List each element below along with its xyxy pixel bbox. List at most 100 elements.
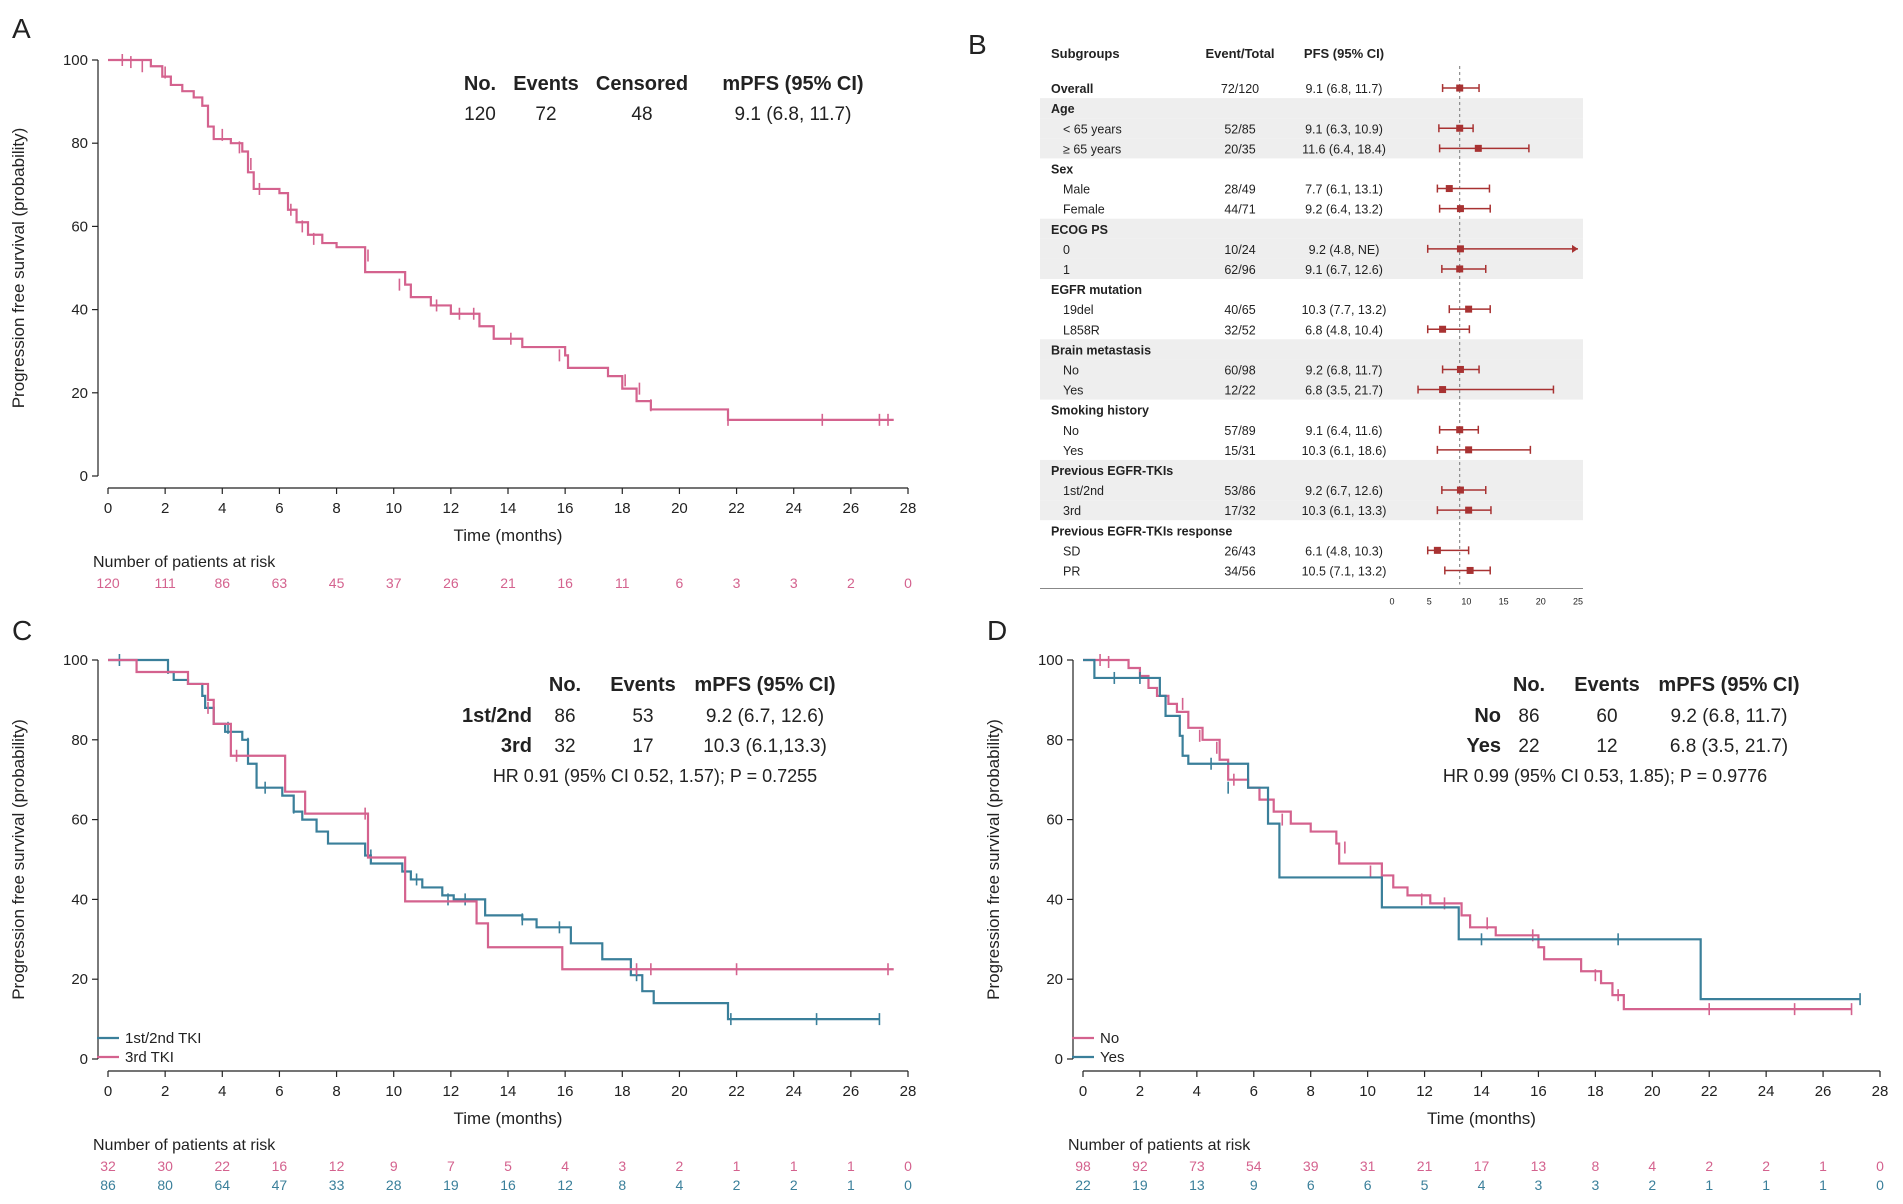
pfs-ci-value: 9.2 (6.7, 12.6) bbox=[1305, 484, 1383, 498]
subgroup-header: Smoking history bbox=[1051, 404, 1149, 418]
risk-value: 5 bbox=[504, 1158, 512, 1174]
hazard-ratio-text: HR 0.99 (95% CI 0.53, 1.85); P = 0.9776 bbox=[1443, 766, 1767, 786]
risk-value: 0 bbox=[904, 575, 912, 591]
row-shade bbox=[1040, 118, 1583, 139]
pfs-ci-value: 9.1 (6.4, 11.6) bbox=[1306, 424, 1383, 438]
risk-value: 120 bbox=[96, 575, 120, 591]
subgroup-label: PR bbox=[1063, 564, 1080, 578]
row-shade bbox=[1040, 98, 1583, 119]
point-estimate bbox=[1456, 365, 1464, 373]
risk-value: 22 bbox=[1075, 1177, 1091, 1193]
subgroup-header: Overall bbox=[1051, 82, 1093, 96]
event-total-value: 20/35 bbox=[1224, 142, 1255, 156]
risk-value: 3 bbox=[1535, 1177, 1543, 1193]
pfs-ci-value: 10.5 (7.1, 13.2) bbox=[1302, 564, 1387, 578]
risk-value: 1 bbox=[847, 1177, 855, 1193]
x-tick-label: 16 bbox=[557, 1083, 574, 1100]
risk-value: 86 bbox=[214, 575, 230, 591]
x-tick-label: 8 bbox=[332, 500, 340, 517]
stats-value: 6.8 (3.5, 21.7) bbox=[1670, 736, 1788, 757]
stats-row-label: 1st/2nd bbox=[462, 705, 532, 727]
stats-value: 86 bbox=[1518, 706, 1539, 727]
point-estimate bbox=[1439, 386, 1447, 394]
row-shade bbox=[1040, 459, 1583, 480]
risk-value: 31 bbox=[1360, 1158, 1376, 1174]
panel-letter: A bbox=[12, 13, 31, 44]
x-tick-label: 6 bbox=[275, 1083, 283, 1100]
y-tick-label: 60 bbox=[1046, 812, 1063, 829]
risk-value: 3 bbox=[1591, 1177, 1599, 1193]
point-estimate bbox=[1465, 305, 1473, 313]
forest-axis-tick-label: 0 bbox=[1389, 597, 1394, 607]
risk-value: 17 bbox=[1474, 1158, 1490, 1174]
x-axis-title: Time (months) bbox=[454, 1109, 563, 1128]
x-tick-label: 14 bbox=[500, 500, 517, 517]
risk-value: 12 bbox=[557, 1177, 573, 1193]
pfs-ci-value: 6.1 (4.8, 10.3) bbox=[1305, 544, 1383, 558]
row-shade bbox=[1040, 339, 1583, 360]
risk-value: 54 bbox=[1246, 1158, 1262, 1174]
pfs-ci-value: 7.7 (6.1, 13.1) bbox=[1305, 183, 1383, 197]
x-tick-label: 18 bbox=[614, 1083, 631, 1100]
stats-value: 17 bbox=[632, 736, 653, 757]
risk-value: 1 bbox=[733, 1158, 741, 1174]
risk-value: 33 bbox=[329, 1177, 345, 1193]
subgroup-header: Brain metastasis bbox=[1051, 343, 1151, 357]
pfs-ci-value: 10.3 (7.7, 13.2) bbox=[1302, 303, 1387, 317]
risk-value: 1 bbox=[1819, 1177, 1827, 1193]
pfs-ci-value: 10.3 (6.1, 18.6) bbox=[1302, 444, 1387, 458]
risk-value: 16 bbox=[500, 1177, 516, 1193]
risk-value: 1 bbox=[1762, 1177, 1770, 1193]
risk-value: 6 bbox=[1364, 1177, 1372, 1193]
km-curve-overall bbox=[108, 58, 894, 421]
x-tick-label: 26 bbox=[843, 500, 860, 517]
x-tick-label: 0 bbox=[104, 1083, 112, 1100]
y-tick-label: 100 bbox=[63, 652, 88, 669]
x-tick-label: 24 bbox=[785, 1083, 802, 1100]
event-total-value: 72/120 bbox=[1221, 82, 1259, 96]
stats-value: 9.2 (6.8, 11.7) bbox=[1671, 706, 1788, 727]
point-estimate bbox=[1456, 245, 1464, 253]
pfs-ci-value: 9.1 (6.8, 11.7) bbox=[1306, 82, 1383, 96]
row-shade bbox=[1040, 500, 1583, 521]
stats-row-label: No bbox=[1474, 705, 1501, 727]
x-tick-label: 2 bbox=[161, 500, 169, 517]
stats-value: 22 bbox=[1518, 736, 1539, 757]
risk-value: 19 bbox=[443, 1177, 459, 1193]
x-tick-label: 26 bbox=[843, 1083, 860, 1100]
x-tick-label: 0 bbox=[104, 500, 112, 517]
x-tick-label: 24 bbox=[1758, 1083, 1775, 1100]
subgroup-label: Yes bbox=[1063, 444, 1083, 458]
risk-value: 13 bbox=[1531, 1158, 1547, 1174]
y-tick-label: 80 bbox=[71, 135, 88, 152]
risk-value: 5 bbox=[1421, 1177, 1429, 1193]
risk-value: 80 bbox=[157, 1177, 173, 1193]
risk-value: 4 bbox=[1648, 1158, 1656, 1174]
panel-b: B Subgroups Event/Total PFS (95% CI) Overall… bbox=[968, 29, 1583, 607]
risk-value: 32 bbox=[100, 1158, 116, 1174]
x-tick-label: 26 bbox=[1815, 1083, 1832, 1100]
x-tick-label: 20 bbox=[671, 500, 688, 517]
y-tick-label: 20 bbox=[1046, 971, 1063, 988]
stats-value: 60 bbox=[1596, 706, 1617, 727]
risk-value: 0 bbox=[904, 1177, 912, 1193]
y-tick-label: 40 bbox=[71, 302, 88, 319]
event-total-value: 44/71 bbox=[1224, 203, 1255, 217]
y-axis-title: Progression free survival (probability) bbox=[9, 128, 28, 409]
risk-value: 45 bbox=[329, 575, 345, 591]
risk-value: 63 bbox=[272, 575, 288, 591]
stats-value: 48 bbox=[631, 104, 652, 125]
x-tick-label: 6 bbox=[275, 500, 283, 517]
y-axis-title: Progression free survival (probability) bbox=[9, 719, 28, 1000]
x-tick-label: 2 bbox=[161, 1083, 169, 1100]
risk-value: 30 bbox=[157, 1158, 173, 1174]
risk-value: 12 bbox=[329, 1158, 345, 1174]
point-estimate bbox=[1456, 124, 1464, 132]
subgroup-label: Female bbox=[1063, 203, 1105, 217]
risk-value: 3 bbox=[733, 575, 741, 591]
x-tick-label: 18 bbox=[614, 500, 631, 517]
risk-value: 0 bbox=[1876, 1158, 1884, 1174]
event-total-value: 62/96 bbox=[1224, 263, 1255, 277]
x-axis-title: Time (months) bbox=[454, 526, 563, 545]
